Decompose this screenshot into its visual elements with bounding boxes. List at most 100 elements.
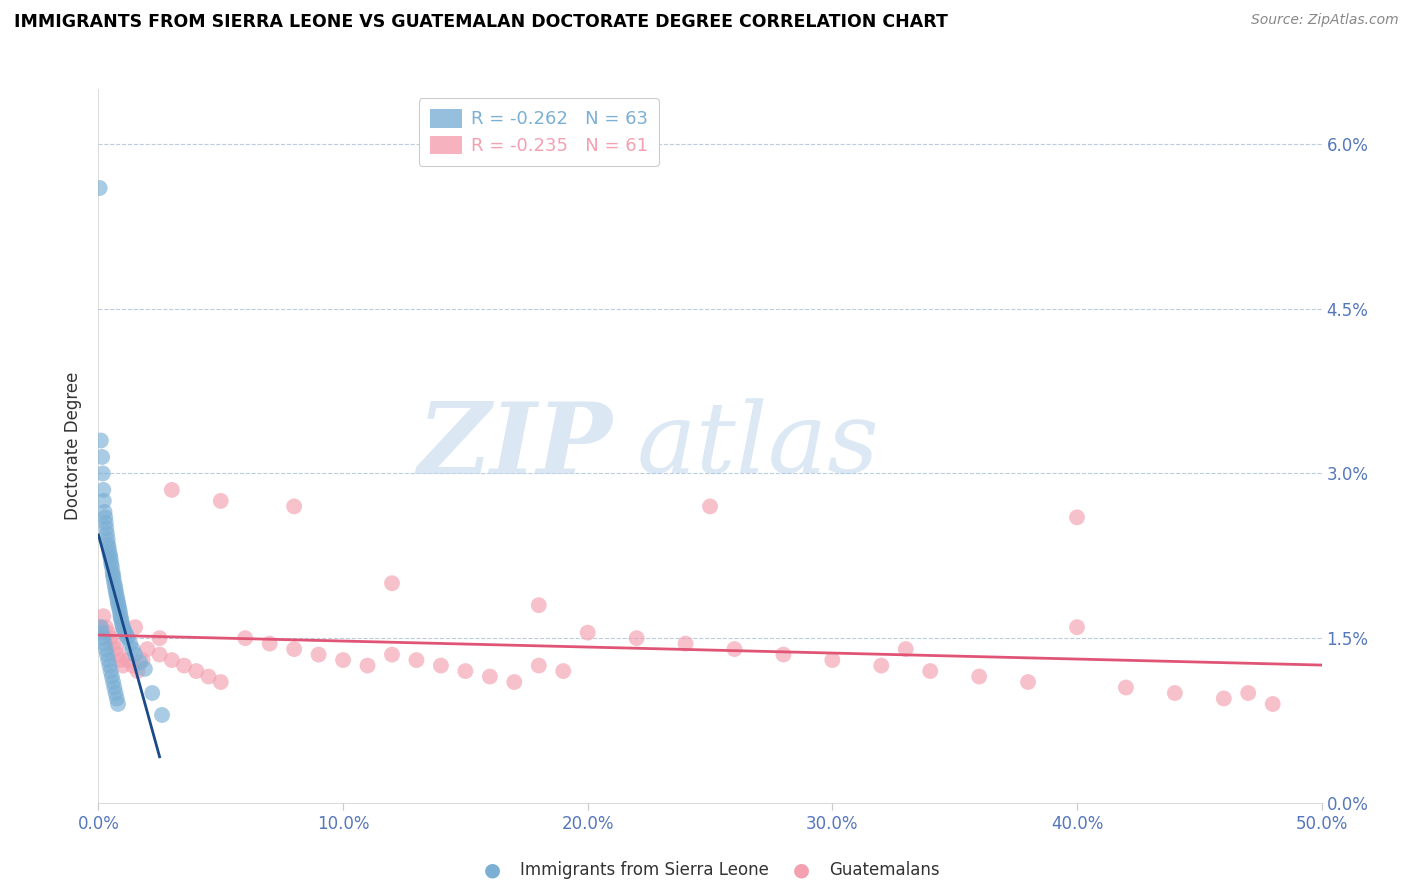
Point: [100, 664, 122, 678]
Point: [107, 592, 129, 607]
Point: [112, 624, 135, 638]
Point: [94, 642, 117, 657]
Legend: R = -0.262   N = 63, R = -0.235   N = 61: R = -0.262 N = 63, R = -0.235 N = 61: [419, 98, 659, 166]
Point: [233, 631, 256, 645]
Point: [110, 611, 132, 625]
Point: [100, 552, 122, 566]
Point: [430, 658, 453, 673]
Point: [105, 586, 128, 600]
Point: [111, 658, 134, 673]
Point: [117, 631, 139, 645]
Point: [98, 549, 121, 563]
Point: [107, 596, 129, 610]
Point: [894, 642, 917, 657]
Point: [96, 521, 118, 535]
Point: [115, 629, 138, 643]
Point: [111, 620, 134, 634]
Text: ●: ●: [484, 860, 501, 880]
Point: [283, 642, 305, 657]
Point: [150, 708, 173, 723]
Point: [160, 483, 183, 497]
Point: [553, 664, 575, 678]
Point: [104, 582, 127, 597]
Point: [332, 653, 354, 667]
Point: [1017, 675, 1039, 690]
Point: [478, 669, 501, 683]
Point: [94, 620, 117, 634]
Point: [96, 526, 118, 541]
Point: [101, 669, 124, 683]
Point: [108, 605, 131, 619]
Point: [91, 483, 114, 497]
Point: [1115, 681, 1137, 695]
Point: [209, 675, 232, 690]
Point: [108, 601, 131, 615]
Text: atlas: atlas: [637, 399, 879, 493]
Point: [101, 675, 124, 690]
Text: Guatemalans: Guatemalans: [830, 861, 941, 879]
Point: [103, 576, 125, 591]
Point: [97, 533, 120, 547]
Point: [149, 648, 172, 662]
Point: [100, 557, 122, 571]
Point: [136, 642, 159, 657]
Point: [675, 637, 697, 651]
Point: [283, 500, 305, 514]
Point: [381, 576, 404, 591]
Point: [503, 675, 526, 690]
Y-axis label: Doctorate Degree: Doctorate Degree: [65, 372, 83, 520]
Point: [91, 467, 114, 481]
Point: [120, 637, 142, 651]
Point: [97, 653, 120, 667]
Point: [131, 653, 153, 667]
Point: [103, 572, 125, 586]
Point: [107, 648, 129, 662]
Point: [90, 434, 112, 448]
Point: [101, 559, 124, 574]
Point: [173, 658, 195, 673]
Point: [91, 450, 114, 464]
Point: [356, 658, 378, 673]
Point: [1164, 686, 1187, 700]
Text: ●: ●: [793, 860, 810, 880]
Point: [454, 664, 477, 678]
Point: [96, 648, 118, 662]
Point: [127, 664, 149, 678]
Point: [381, 648, 404, 662]
Point: [117, 653, 139, 667]
Point: [94, 516, 117, 530]
Point: [1066, 510, 1088, 524]
Point: [97, 541, 120, 555]
Point: [1261, 697, 1284, 711]
Point: [209, 494, 232, 508]
Point: [107, 598, 129, 612]
Point: [259, 637, 281, 651]
Point: [186, 664, 208, 678]
Point: [104, 686, 127, 700]
Point: [91, 625, 114, 640]
Text: IMMIGRANTS FROM SIERRA LEONE VS GUATEMALAN DOCTORATE DEGREE CORRELATION CHART: IMMIGRANTS FROM SIERRA LEONE VS GUATEMAL…: [14, 13, 948, 31]
Point: [197, 669, 219, 683]
Point: [94, 510, 117, 524]
Point: [124, 620, 146, 634]
Point: [90, 620, 112, 634]
Point: [308, 648, 330, 662]
Point: [1237, 686, 1260, 700]
Point: [93, 505, 115, 519]
Point: [527, 598, 550, 612]
Point: [110, 609, 132, 624]
Point: [101, 566, 124, 580]
Point: [124, 648, 146, 662]
Point: [104, 580, 127, 594]
Point: [134, 662, 156, 676]
Point: [93, 494, 115, 508]
Point: [104, 642, 127, 657]
Point: [91, 631, 114, 645]
Point: [121, 658, 143, 673]
Point: [89, 181, 111, 195]
Point: [405, 653, 427, 667]
Point: [967, 669, 990, 683]
Text: Source: ZipAtlas.com: Source: ZipAtlas.com: [1251, 13, 1399, 28]
Point: [114, 625, 136, 640]
Point: [121, 642, 143, 657]
